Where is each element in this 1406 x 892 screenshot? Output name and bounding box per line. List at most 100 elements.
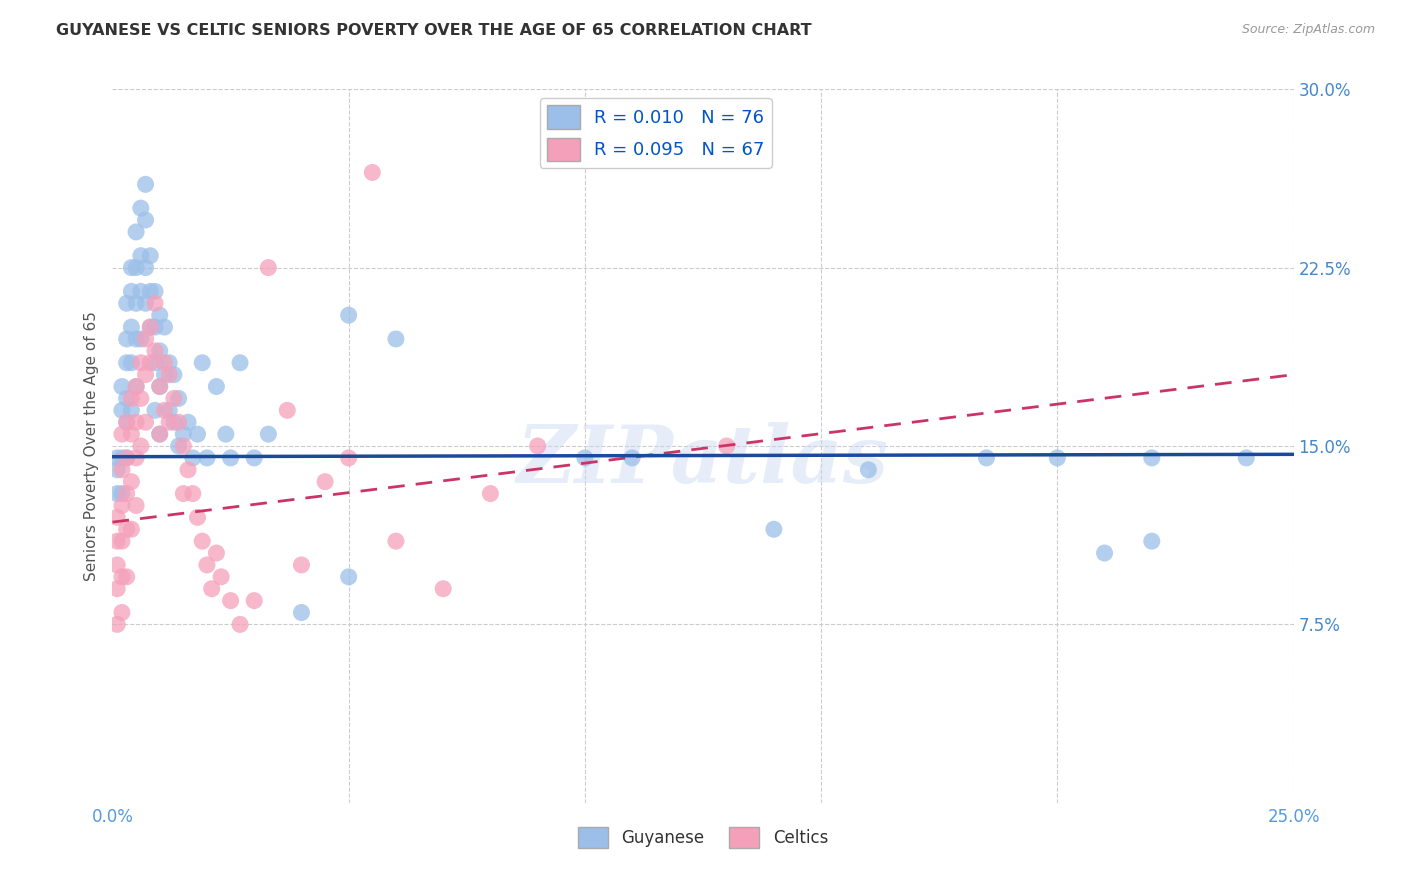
Point <box>163 368 186 382</box>
Point <box>621 450 644 465</box>
Y-axis label: Seniors Poverty Over the Age of 65: Seniors Poverty Over the Age of 65 <box>83 311 98 581</box>
Point <box>115 570 138 584</box>
Point <box>186 510 208 524</box>
Point <box>120 260 142 275</box>
Text: ZIPatlas: ZIPatlas <box>517 422 889 499</box>
Point <box>115 450 138 465</box>
Point <box>120 522 142 536</box>
Point <box>125 260 148 275</box>
Point <box>337 308 360 322</box>
Point <box>157 403 180 417</box>
Point <box>129 332 152 346</box>
Point <box>167 439 190 453</box>
Point <box>139 356 162 370</box>
Point <box>125 379 148 393</box>
Point <box>186 427 208 442</box>
Point <box>135 178 157 192</box>
Point <box>153 368 176 382</box>
Point <box>105 558 128 572</box>
Point <box>195 558 218 572</box>
Point <box>135 368 157 382</box>
Point <box>115 415 138 429</box>
Point <box>111 427 134 442</box>
Point <box>105 463 128 477</box>
Point <box>149 427 172 442</box>
Point <box>120 475 142 489</box>
Point <box>149 427 172 442</box>
Point <box>105 582 128 596</box>
Point <box>163 392 186 406</box>
Point <box>135 260 157 275</box>
Point <box>205 379 228 393</box>
Point <box>129 439 152 453</box>
Point <box>257 427 280 442</box>
Point <box>385 332 408 346</box>
Point <box>139 320 162 334</box>
Point <box>129 201 152 215</box>
Point <box>129 285 152 299</box>
Point <box>314 475 336 489</box>
Point <box>219 450 242 465</box>
Point <box>205 546 228 560</box>
Point <box>177 415 200 429</box>
Point <box>129 392 152 406</box>
Point <box>479 486 502 500</box>
Point <box>276 403 298 417</box>
Point <box>111 379 134 393</box>
Point <box>257 260 280 275</box>
Point <box>143 343 166 358</box>
Point <box>1234 450 1257 465</box>
Point <box>385 534 408 549</box>
Point <box>111 403 134 417</box>
Point <box>120 320 142 334</box>
Point <box>716 439 738 453</box>
Point <box>181 486 204 500</box>
Point <box>115 415 138 429</box>
Point <box>290 606 312 620</box>
Point <box>157 356 180 370</box>
Point <box>139 320 162 334</box>
Point <box>243 450 266 465</box>
Point <box>177 463 200 477</box>
Point <box>1094 546 1116 560</box>
Point <box>125 499 148 513</box>
Point <box>115 392 138 406</box>
Point <box>149 379 172 393</box>
Point <box>191 356 214 370</box>
Point <box>105 450 128 465</box>
Point <box>215 427 238 442</box>
Point <box>526 439 548 453</box>
Point <box>163 415 186 429</box>
Point <box>167 415 190 429</box>
Point <box>115 296 138 310</box>
Point <box>1140 450 1163 465</box>
Point <box>209 570 232 584</box>
Point <box>135 213 157 227</box>
Point <box>1140 534 1163 549</box>
Point <box>143 296 166 310</box>
Point <box>125 450 148 465</box>
Point <box>243 593 266 607</box>
Point <box>111 534 134 549</box>
Point <box>125 296 148 310</box>
Point <box>149 308 172 322</box>
Point <box>125 225 148 239</box>
Point <box>125 332 148 346</box>
Text: Source: ZipAtlas.com: Source: ZipAtlas.com <box>1241 23 1375 37</box>
Point <box>143 356 166 370</box>
Point <box>120 356 142 370</box>
Point <box>762 522 785 536</box>
Point <box>149 379 172 393</box>
Point <box>153 403 176 417</box>
Point <box>181 450 204 465</box>
Point <box>157 368 180 382</box>
Point <box>120 392 142 406</box>
Point <box>219 593 242 607</box>
Point <box>143 403 166 417</box>
Point <box>111 486 134 500</box>
Text: GUYANESE VS CELTIC SENIORS POVERTY OVER THE AGE OF 65 CORRELATION CHART: GUYANESE VS CELTIC SENIORS POVERTY OVER … <box>56 23 811 38</box>
Point <box>105 486 128 500</box>
Point <box>157 415 180 429</box>
Point <box>129 249 152 263</box>
Point <box>432 582 454 596</box>
